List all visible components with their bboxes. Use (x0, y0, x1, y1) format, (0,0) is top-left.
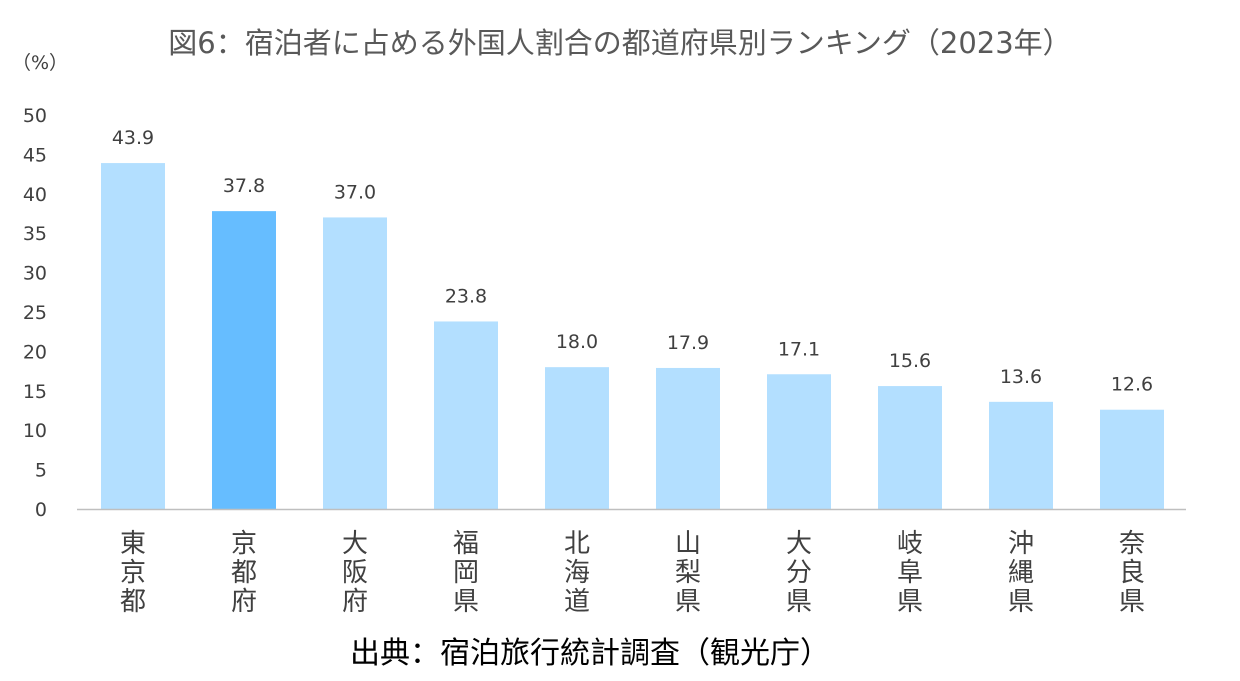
x-tick-label: 山梨県 (675, 529, 701, 617)
value-label: 15.6 (889, 350, 931, 372)
value-label: 17.1 (778, 338, 820, 360)
y-tick-label: 50 (23, 105, 47, 127)
bar (989, 401, 1053, 509)
x-tick-label: 福岡県 (453, 529, 479, 617)
y-tick-label: 40 (23, 184, 47, 206)
x-tick-label: 沖縄県 (1008, 529, 1034, 617)
value-label: 12.6 (1111, 374, 1153, 396)
chart-title: 図6：宿泊者に占める外国人割合の都道府県別ランキング（2023年） (168, 26, 1072, 60)
bar (323, 217, 387, 509)
y-tick-label: 30 (23, 263, 47, 285)
x-axis-labels: 東京都 京都府 大阪府 福岡県 北海道 山梨県 大分県 岐阜県 沖縄県 奈良県 (120, 529, 1145, 617)
bars (101, 163, 1164, 510)
value-label: 18.0 (556, 331, 598, 353)
x-tick-label: 東京都 (120, 529, 146, 617)
x-tick-label: 大阪府 (342, 529, 368, 617)
y-axis-unit-label: （%） (12, 52, 69, 74)
y-tick-label: 5 (35, 460, 47, 482)
y-tick-label: 20 (23, 341, 47, 363)
bar (656, 367, 720, 509)
source-note: 出典：宿泊旅行統計調査（観光庁） (350, 636, 830, 671)
y-tick-label: 0 (35, 499, 47, 521)
y-axis-ticks: 0 5 10 15 20 25 30 35 40 45 50 (23, 105, 47, 521)
bar (545, 367, 609, 509)
y-tick-label: 15 (23, 381, 47, 403)
value-label: 13.6 (1000, 366, 1042, 388)
bar (767, 374, 831, 509)
bar (434, 321, 498, 509)
x-tick-label: 奈良県 (1119, 529, 1145, 617)
y-tick-label: 35 (23, 223, 47, 245)
x-tick-label: 京都府 (231, 529, 257, 617)
x-tick-label: 北海道 (564, 529, 590, 617)
value-labels: 43.9 37.8 37.0 23.8 18.0 17.9 17.1 15.6 13.6 12.6 (112, 127, 1153, 396)
x-tick-label: 岐阜県 (897, 529, 923, 617)
value-label: 43.9 (112, 127, 154, 149)
value-label: 37.8 (223, 175, 265, 197)
value-label: 37.0 (334, 181, 376, 203)
y-tick-label: 10 (23, 420, 47, 442)
value-label: 23.8 (445, 285, 487, 307)
bar (878, 386, 942, 509)
bar (212, 211, 276, 510)
x-tick-label: 大分県 (786, 529, 812, 617)
y-tick-label: 25 (23, 302, 47, 324)
y-tick-label: 45 (23, 144, 47, 166)
value-label: 17.9 (667, 332, 709, 354)
bar (1100, 409, 1164, 509)
bar (101, 163, 165, 509)
